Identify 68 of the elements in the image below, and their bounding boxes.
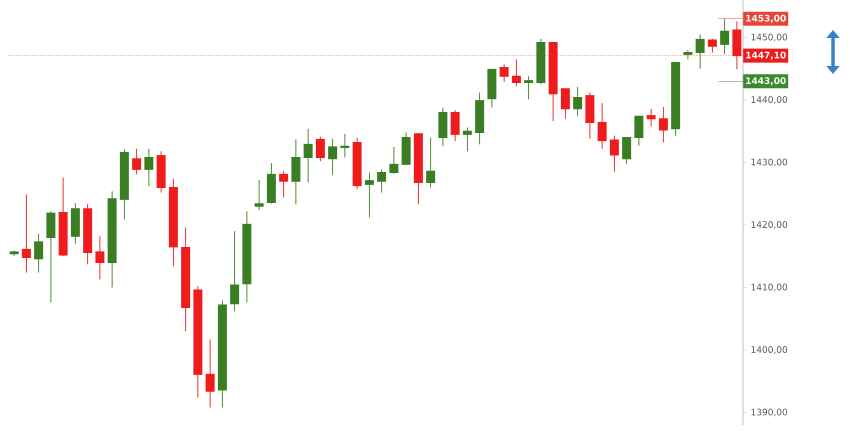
candlestick (500, 64, 509, 82)
candlestick (254, 180, 264, 210)
candlestick (658, 106, 668, 143)
candlestick (22, 194, 31, 273)
candlestick (144, 148, 154, 187)
ref-line-label: 1447,10 (746, 52, 786, 60)
candlestick (83, 203, 92, 265)
candlestick (120, 148, 129, 220)
candlestick (266, 162, 276, 204)
candlestick (70, 202, 80, 244)
y-tick-label: 1440,00 (752, 96, 788, 104)
candlestick (10, 250, 19, 257)
candlestick (364, 172, 374, 218)
candlestick (352, 137, 362, 190)
candlestick (58, 177, 68, 257)
candlestick (328, 138, 338, 176)
candlestick (720, 18, 730, 55)
candlestick (585, 92, 594, 140)
candlestick (34, 233, 44, 273)
candlestick (156, 150, 166, 193)
candlestick (683, 50, 692, 60)
candlestick (524, 76, 534, 100)
candlestick (622, 136, 632, 164)
candlestick (304, 128, 313, 183)
candlestick (46, 210, 56, 303)
candlestick (438, 107, 448, 147)
candlestick (193, 286, 202, 398)
candlestick (671, 62, 680, 137)
candlestick (634, 115, 644, 146)
candlestick (279, 170, 288, 198)
candlestick (696, 34, 705, 70)
candlestick (402, 132, 411, 165)
ref-line-label: 1443,00 (746, 77, 786, 86)
y-tick-label: 1420,00 (752, 221, 788, 229)
candlestick (426, 137, 436, 188)
y-tick-label: 1430,00 (752, 158, 788, 166)
candlestick (462, 127, 472, 152)
y-tick-label: 1390,00 (752, 408, 788, 416)
candlestick (108, 190, 117, 288)
candlestick (512, 58, 521, 87)
candlestick (168, 178, 178, 267)
candlestick (95, 236, 104, 280)
candlestick (573, 86, 582, 117)
candlestick (377, 168, 386, 193)
candlestick (450, 110, 460, 142)
candlestick (598, 102, 607, 150)
candlestick (230, 230, 240, 312)
candlestick (475, 92, 484, 145)
candlestick (218, 300, 227, 408)
candlestick (206, 338, 215, 408)
y-tick-label: 1410,00 (752, 284, 788, 292)
candlestick (536, 38, 546, 85)
candlestick (242, 210, 252, 303)
candlestick (340, 133, 350, 158)
candlestick (316, 136, 325, 162)
y-tick-label: 1400,00 (752, 346, 788, 354)
candlestick (610, 135, 619, 172)
candlestick (646, 108, 656, 127)
candlestick (560, 88, 570, 120)
candlestick (291, 138, 300, 205)
candlestick (132, 148, 142, 175)
candlestick (487, 68, 496, 108)
y-tick-label: 1450,00 (752, 34, 788, 42)
ref-line-label: 1453,00 (746, 14, 786, 23)
candlestick (414, 133, 423, 205)
candlestick (389, 146, 398, 174)
candlestick (708, 38, 717, 53)
candlestick (181, 227, 190, 332)
